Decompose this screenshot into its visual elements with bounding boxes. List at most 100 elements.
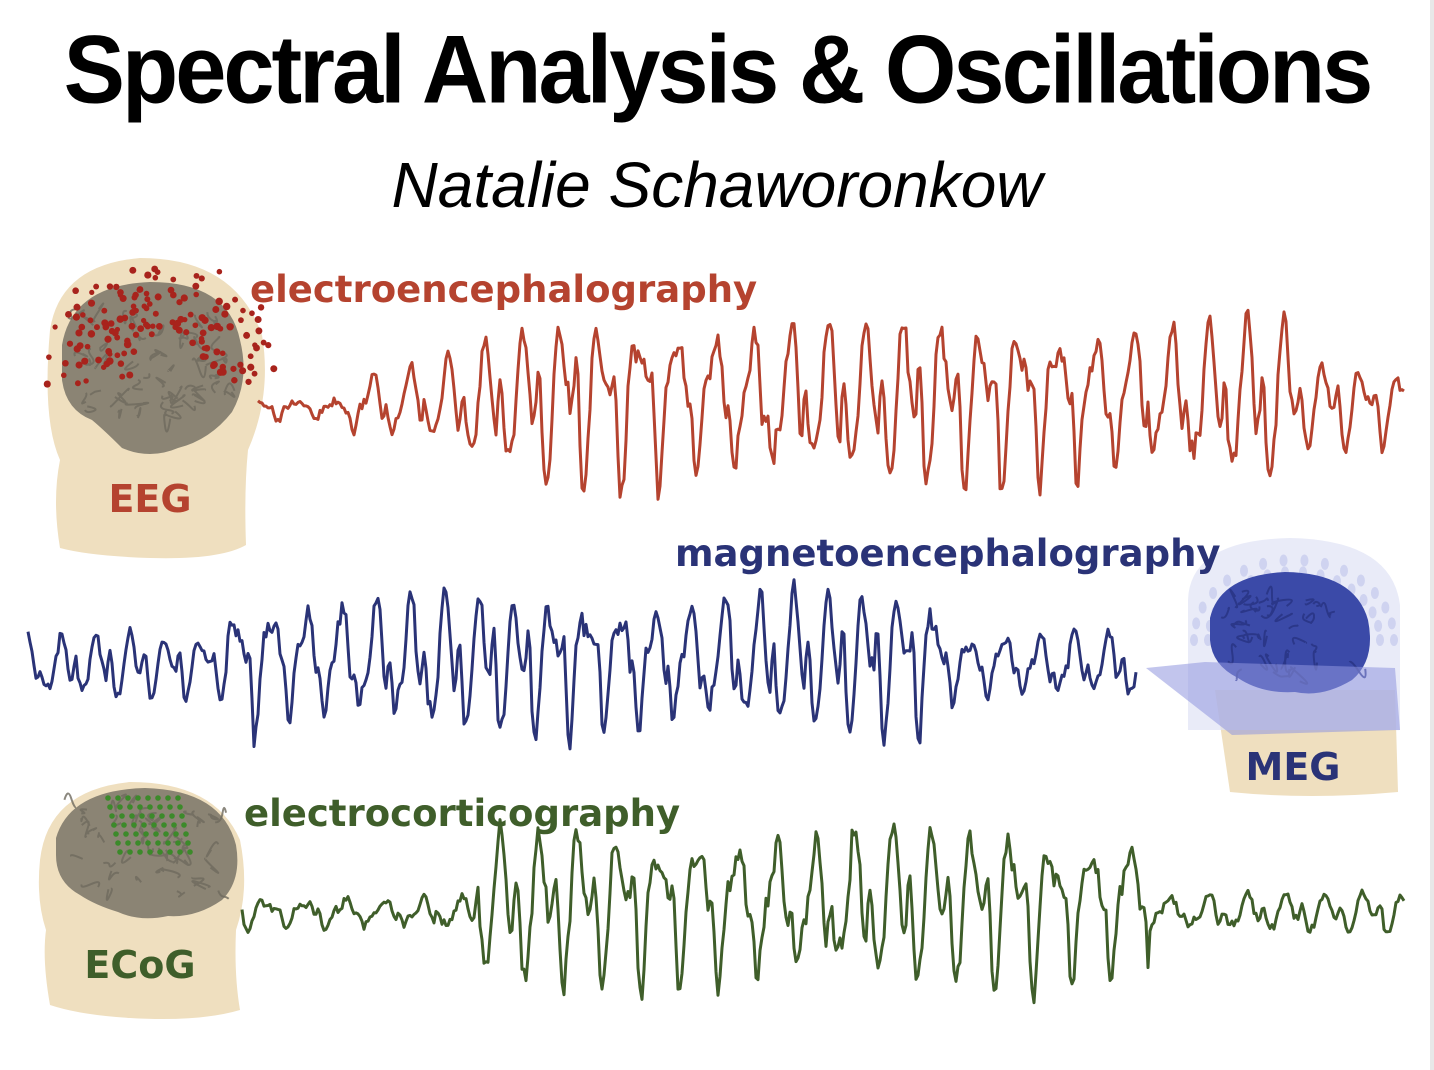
meg-sensor bbox=[1376, 634, 1384, 646]
meg-signal-trace bbox=[26, 578, 1138, 751]
eeg-electrode bbox=[254, 315, 262, 323]
ecog-electrode bbox=[157, 804, 163, 810]
ecog-electrode bbox=[155, 840, 161, 846]
eeg-electrode bbox=[154, 269, 161, 276]
brain-fold bbox=[1301, 613, 1313, 625]
brain-fold bbox=[1312, 600, 1321, 607]
eeg-electrode bbox=[270, 365, 278, 373]
brain-fold bbox=[208, 374, 220, 380]
ecog-electrode bbox=[163, 831, 169, 837]
brain-fold bbox=[124, 360, 140, 371]
brain-fold bbox=[103, 861, 117, 868]
ecog-electrode bbox=[137, 804, 143, 810]
ecog-electrode bbox=[109, 813, 115, 819]
ecog-electrode bbox=[145, 840, 151, 846]
eeg-electrode bbox=[213, 348, 221, 356]
eeg-electrode bbox=[101, 307, 108, 314]
eeg-electrode bbox=[152, 274, 159, 281]
brain-fold bbox=[210, 380, 221, 394]
ecog-electrode bbox=[175, 840, 181, 846]
meg-sensor bbox=[1387, 617, 1396, 630]
ecog-electrode bbox=[131, 822, 137, 828]
eeg-electrode bbox=[114, 352, 121, 359]
brain-fold bbox=[159, 401, 175, 415]
eeg-electrode bbox=[104, 335, 112, 343]
eeg-electrode bbox=[146, 301, 153, 307]
eeg-electrode bbox=[154, 293, 162, 301]
ecog-electrode bbox=[183, 831, 189, 837]
brain-fold bbox=[131, 378, 143, 391]
ecog-electrode bbox=[117, 849, 123, 855]
brain-fold bbox=[1230, 619, 1248, 629]
meg-brain bbox=[1210, 572, 1370, 694]
brain-fold bbox=[206, 312, 219, 323]
brain-fold bbox=[155, 866, 164, 874]
brain-fold bbox=[191, 876, 205, 887]
author-name: Natalie Schaworonkow bbox=[391, 149, 1043, 221]
eeg-electrode bbox=[201, 345, 208, 351]
ecog-electrode bbox=[145, 795, 151, 801]
brain-fold bbox=[217, 890, 230, 900]
eeg-electrode bbox=[137, 325, 145, 332]
ecog-electrode bbox=[165, 840, 171, 846]
ecog-electrode bbox=[171, 822, 177, 828]
brain-fold bbox=[105, 887, 113, 901]
brain-fold bbox=[1242, 629, 1254, 643]
head-eeg-icon: EEG bbox=[43, 258, 278, 559]
brain-fold bbox=[1258, 597, 1270, 604]
brain-fold bbox=[115, 793, 127, 810]
brain-fold bbox=[191, 357, 207, 379]
head-meg-icon: MEG bbox=[1146, 538, 1400, 796]
eeg-abbr-label: EEG bbox=[108, 477, 191, 521]
eeg-electrode bbox=[117, 360, 125, 367]
eeg-electrode bbox=[257, 304, 265, 311]
ecog-electrode bbox=[167, 849, 173, 855]
eeg-electrode bbox=[129, 266, 137, 274]
brain-fold bbox=[80, 815, 91, 827]
eeg-electrode bbox=[93, 283, 100, 290]
eeg-electrode bbox=[116, 315, 124, 323]
ecog-electrode bbox=[155, 795, 161, 801]
eeg-electrode bbox=[222, 302, 231, 311]
eeg-electrode bbox=[111, 329, 119, 337]
brain-fold bbox=[205, 841, 220, 858]
brain-fold bbox=[1305, 612, 1316, 625]
eeg-electrode bbox=[238, 317, 244, 324]
eeg-electrode bbox=[176, 299, 183, 306]
ecog-electrode bbox=[133, 831, 139, 837]
brain-fold bbox=[163, 413, 172, 433]
eeg-electrode bbox=[180, 294, 188, 302]
eeg-signal-trace bbox=[257, 308, 1405, 501]
brain-fold bbox=[1274, 612, 1293, 623]
brain-fold bbox=[129, 315, 138, 332]
brain-fold bbox=[221, 356, 228, 364]
ecog-electrode bbox=[185, 840, 191, 846]
brain-fold bbox=[1327, 610, 1336, 616]
eeg-electrode bbox=[80, 312, 86, 318]
eeg-electrode bbox=[212, 305, 220, 313]
meg-sensor bbox=[1240, 564, 1248, 577]
brain-fold bbox=[99, 342, 109, 352]
brain-fold bbox=[155, 376, 167, 388]
eeg-electrode bbox=[143, 290, 150, 297]
brain-fold bbox=[107, 870, 120, 881]
brain-fold bbox=[79, 808, 88, 815]
ecog-signal-trace bbox=[240, 818, 1406, 1005]
brain-fold bbox=[136, 407, 142, 419]
brain-fold bbox=[1237, 594, 1252, 606]
brain-fold bbox=[1249, 601, 1261, 612]
ecog-electrode bbox=[173, 831, 179, 837]
eeg-electrode bbox=[232, 296, 239, 303]
brain-fold bbox=[97, 832, 106, 843]
eeg-electrode bbox=[61, 372, 67, 379]
eeg-electrode bbox=[73, 303, 81, 311]
ecog-electrode-grid bbox=[105, 795, 193, 855]
eeg-electrode bbox=[221, 310, 229, 318]
brain-fold bbox=[162, 826, 178, 845]
brain-fold bbox=[89, 389, 102, 396]
eeg-electrode bbox=[237, 361, 244, 368]
eeg-electrodes bbox=[43, 265, 278, 388]
eeg-electrode bbox=[193, 272, 200, 279]
meg-sensor bbox=[1190, 634, 1198, 646]
brain-fold bbox=[1243, 596, 1259, 606]
